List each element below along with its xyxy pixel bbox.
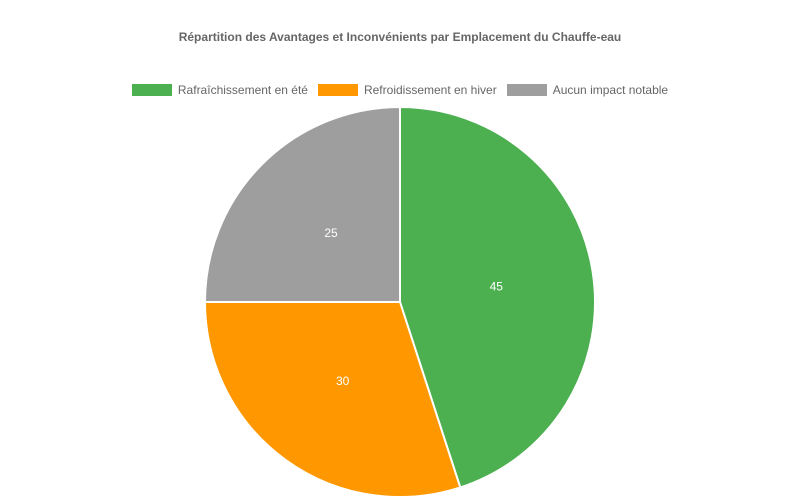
slice-winter-cooling[interactable] bbox=[203, 301, 462, 498]
legend-label: Rafraîchissement en été bbox=[177, 83, 308, 97]
legend-item-no-impact[interactable]: Aucun impact notable bbox=[506, 83, 669, 97]
legend-item-winter-cooling[interactable]: Refroidissement en hiver bbox=[317, 83, 497, 97]
legend: Rafraîchissement en été Refroidissement … bbox=[0, 83, 800, 97]
legend-item-summer-cooling[interactable]: Rafraîchissement en été bbox=[131, 83, 308, 97]
slice-data-label: 45 bbox=[490, 280, 504, 294]
chart-title: Répartition des Avantages et Inconvénien… bbox=[178, 30, 622, 44]
slice-data-label: 30 bbox=[336, 374, 350, 388]
slice-data-label: 25 bbox=[324, 226, 338, 240]
legend-swatch bbox=[506, 84, 547, 96]
legend-swatch bbox=[317, 84, 358, 96]
slice-no-impact[interactable] bbox=[203, 105, 401, 303]
legend-label: Refroidissement en hiver bbox=[363, 83, 497, 97]
legend-swatch bbox=[131, 84, 172, 96]
legend-label: Aucun impact notable bbox=[552, 83, 669, 97]
slice-summer-cooling[interactable] bbox=[399, 105, 596, 489]
